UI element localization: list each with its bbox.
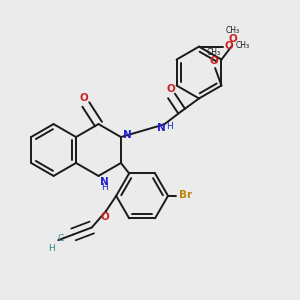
Text: O: O [209,56,218,66]
Text: CH₃: CH₃ [206,48,220,57]
Text: CH₃: CH₃ [226,26,240,35]
Text: O: O [229,34,238,44]
Text: N: N [100,177,109,187]
Text: H: H [166,122,173,131]
Text: CH₃: CH₃ [236,41,250,50]
Text: H: H [101,183,108,192]
Text: O: O [80,92,88,103]
Text: N: N [157,123,166,133]
Text: O: O [224,41,233,51]
Text: Br: Br [179,190,192,200]
Text: N: N [123,130,132,140]
Text: C: C [58,234,64,243]
Text: H: H [48,244,55,253]
Text: O: O [166,84,175,94]
Text: O: O [100,212,109,222]
